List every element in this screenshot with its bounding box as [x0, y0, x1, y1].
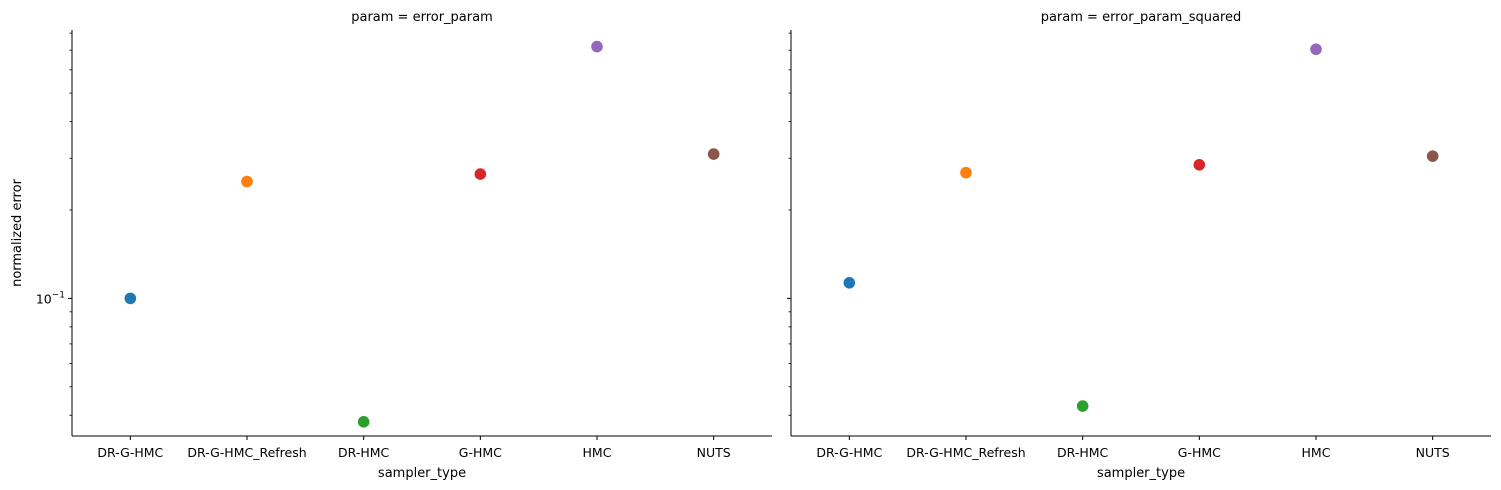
panel-error-param-squared: param = error_param_squared sampler_type…	[787, 10, 1491, 481]
panel-title: param = error_param_squared	[1041, 10, 1242, 25]
x-tick-label: DR-G-HMC	[816, 445, 882, 460]
data-point-nuts	[707, 148, 720, 160]
panel-title: param = error_param	[351, 10, 493, 25]
x-tick-label: DR-G-HMC_Refresh	[906, 445, 1025, 460]
x-tick-label: G-HMC	[459, 445, 502, 460]
x-tick-label: NUTS	[1416, 445, 1450, 460]
x-tick-label: DR-HMC	[338, 445, 389, 460]
x-tick-label: HMC	[583, 445, 612, 460]
x-tick-label: DR-HMC	[1057, 445, 1108, 460]
data-point-dr-g-hmc	[843, 277, 856, 289]
x-axis-title: sampler_type	[1097, 466, 1185, 481]
x-tick-label: G-HMC	[1178, 445, 1221, 460]
data-point-dr-g-hmc_refresh	[241, 175, 253, 188]
x-tick-label: HMC	[1302, 445, 1331, 460]
data-point-g-hmc	[474, 168, 487, 180]
x-tick-label: DR-G-HMC	[97, 445, 163, 460]
y-tick-label: 10−1	[36, 290, 65, 306]
y-axis-title: normalized error	[10, 178, 25, 286]
data-point-nuts	[1426, 150, 1439, 162]
data-point-dr-hmc	[357, 416, 370, 428]
x-tick-label: DR-G-HMC_Refresh	[187, 445, 306, 460]
data-point-dr-hmc	[1076, 400, 1089, 412]
data-point-dr-g-hmc_refresh	[960, 166, 972, 179]
data-point-dr-g-hmc	[124, 292, 137, 305]
data-point-hmc	[1310, 43, 1322, 56]
data-point-hmc	[591, 40, 603, 53]
x-axis-title: sampler_type	[378, 466, 466, 481]
x-tick-label: NUTS	[697, 445, 731, 460]
data-point-g-hmc	[1193, 159, 1206, 171]
panel-error-param: param = error_param normalized error sam…	[10, 10, 772, 481]
